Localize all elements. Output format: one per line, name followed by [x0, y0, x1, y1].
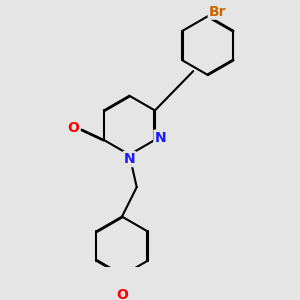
Text: O: O — [68, 121, 80, 135]
Text: N: N — [154, 130, 166, 145]
Text: Br: Br — [208, 5, 226, 19]
Text: N: N — [124, 152, 135, 166]
Text: O: O — [116, 288, 128, 300]
